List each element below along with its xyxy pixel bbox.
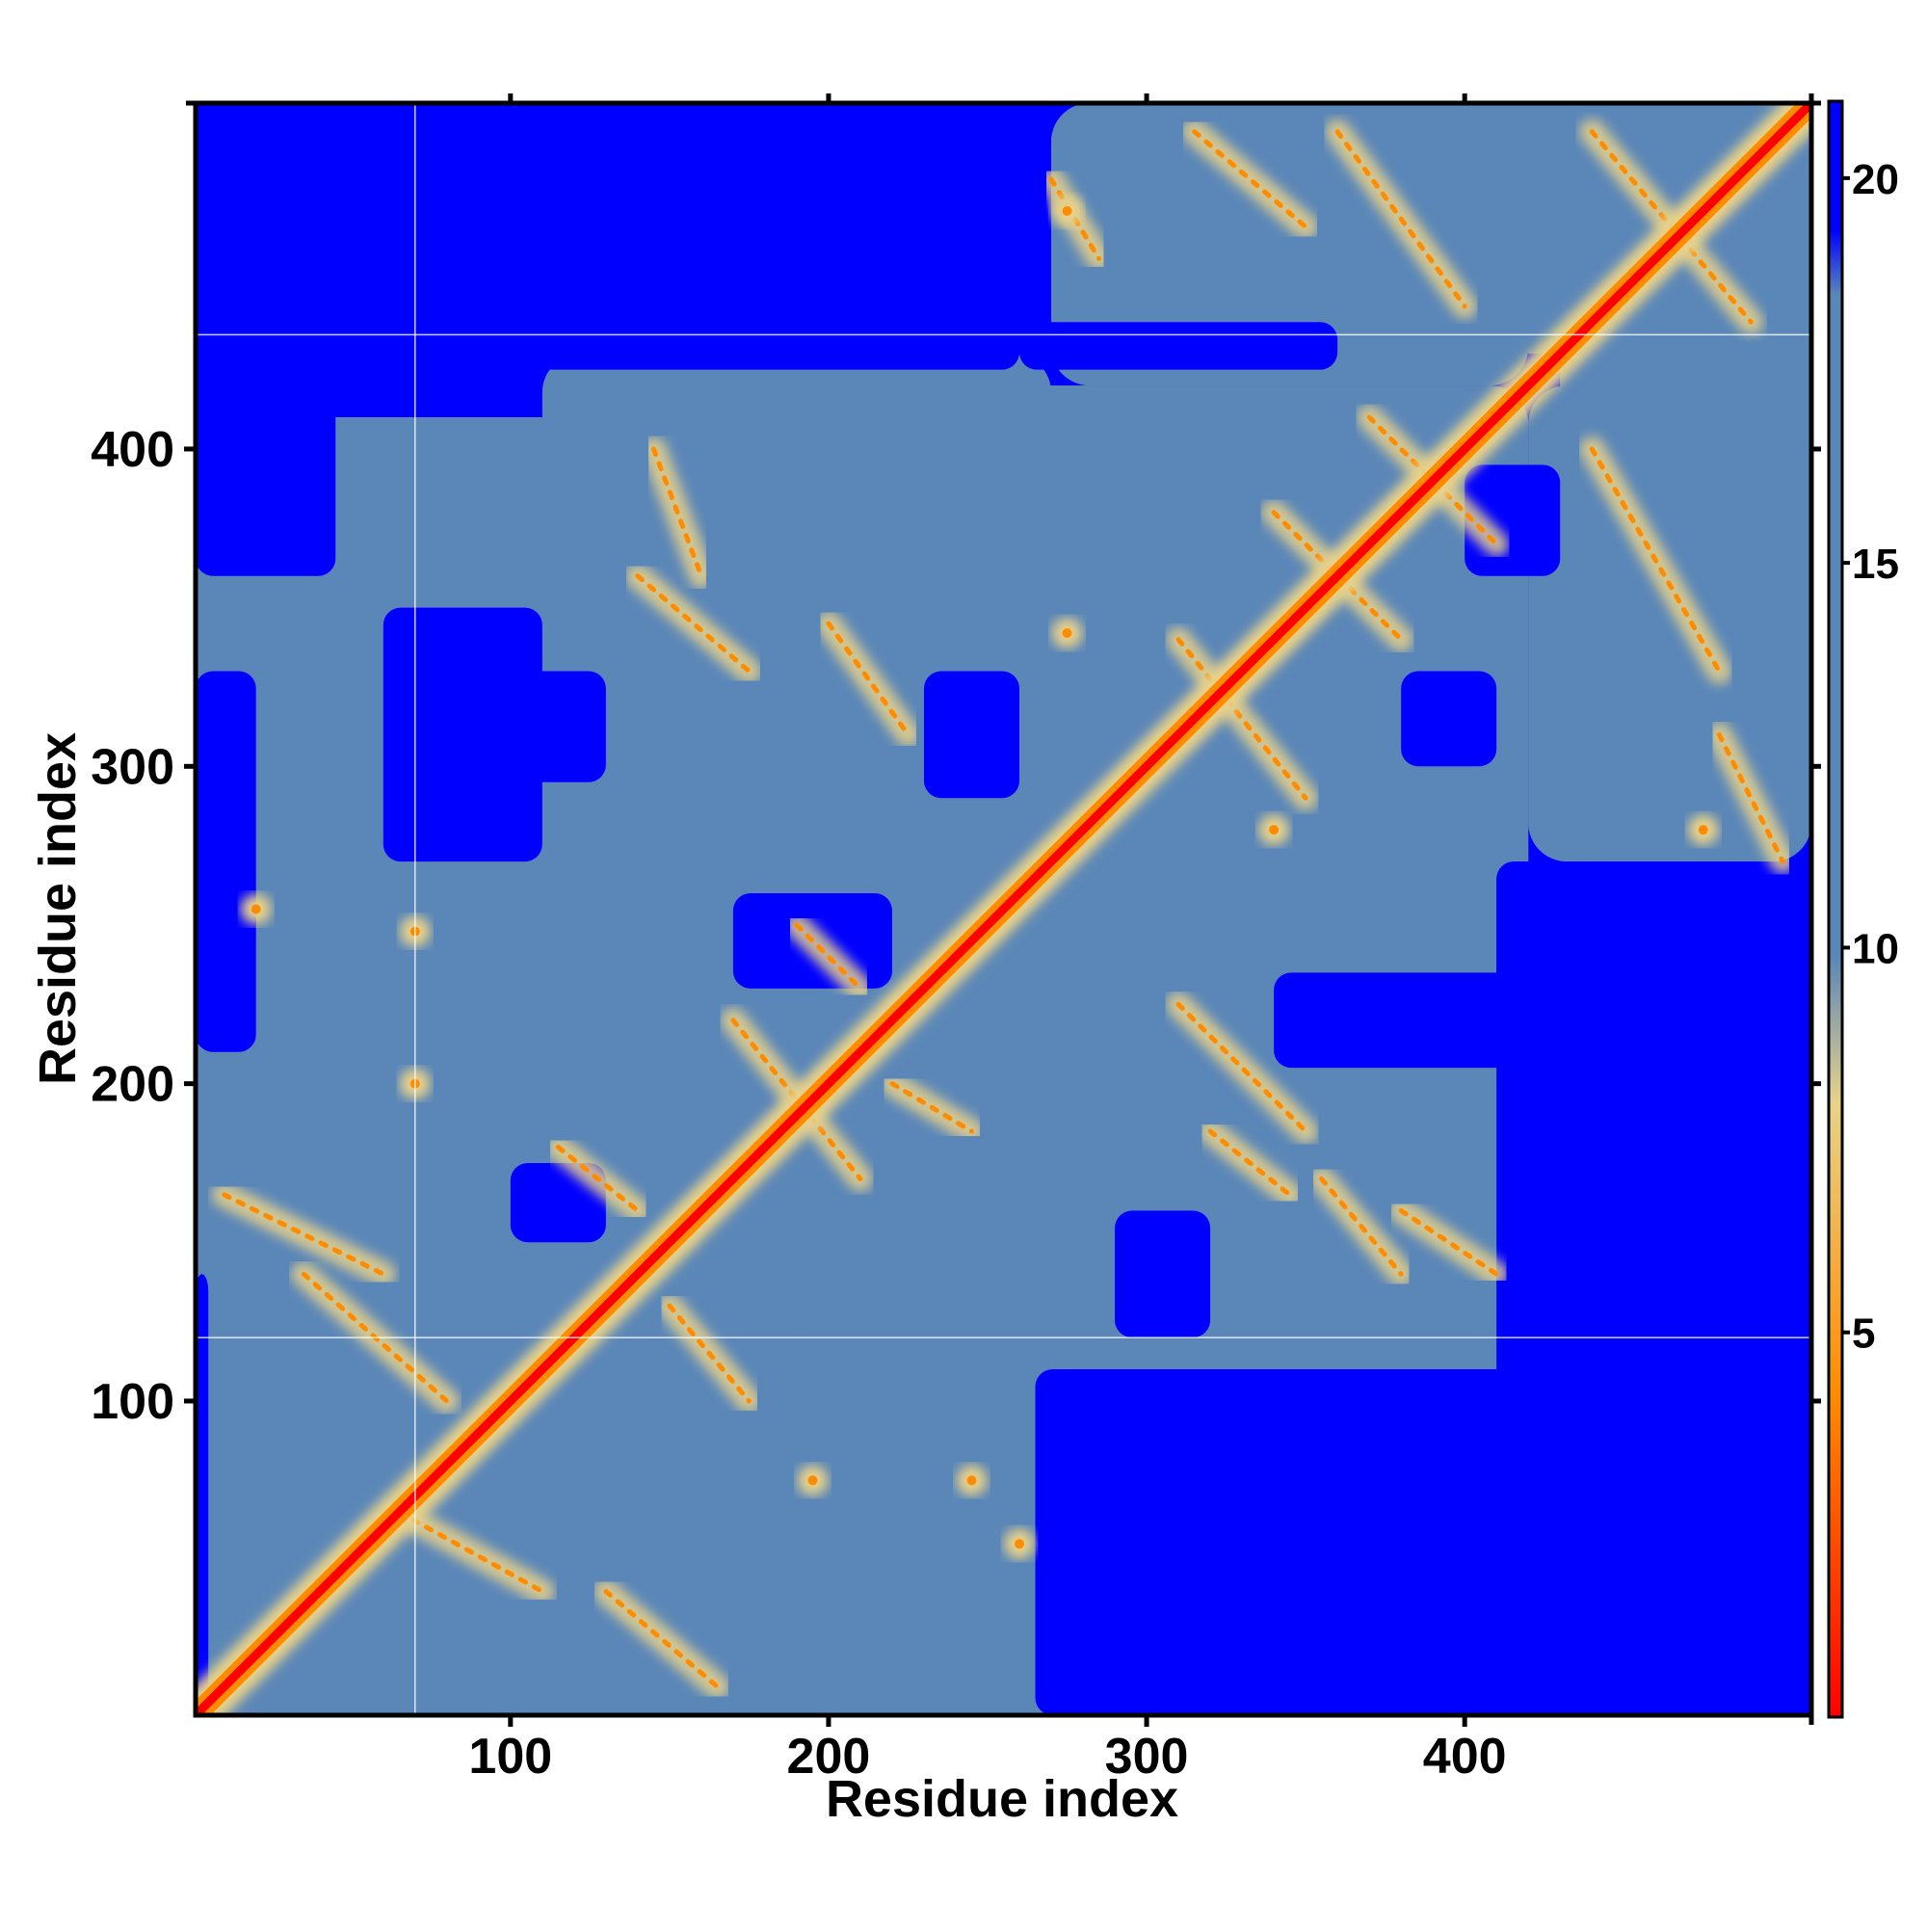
x-tick-label: 400 <box>1423 1729 1507 1785</box>
strand-pair-core <box>1271 510 1404 643</box>
strand-pair-core <box>889 1081 974 1134</box>
diagonal-core <box>196 103 1811 1715</box>
colorbar-tick-label: 5 <box>1852 1310 1875 1358</box>
far-patch <box>1496 861 1593 1005</box>
strand-pair-core <box>1589 446 1722 675</box>
hot-spot-core <box>1698 825 1708 835</box>
colorbar-bar <box>1827 99 1844 1719</box>
strand-pair-core <box>603 1589 720 1689</box>
far-patch <box>510 1162 606 1243</box>
y-tick-label: 200 <box>91 1057 174 1113</box>
gridlines <box>196 103 1811 1715</box>
far-patch <box>196 1274 209 1715</box>
strand-pair-core <box>1175 637 1308 801</box>
contact-domain <box>541 354 1052 513</box>
far-patch <box>1115 1210 1211 1338</box>
far-patch <box>431 103 1020 370</box>
colorbar-tick-label: 20 <box>1852 156 1899 203</box>
hot-spot-core <box>807 1475 818 1486</box>
y-tick-label: 100 <box>91 1374 174 1430</box>
far-patch <box>196 671 256 1052</box>
diagonal <box>196 103 1811 1715</box>
strand-pair-core <box>1207 1128 1293 1198</box>
hot-spot-core <box>966 1475 977 1486</box>
hot-spot-core <box>1269 825 1280 835</box>
strand-pair-core <box>1319 1176 1404 1277</box>
x-tick-label: 300 <box>1105 1729 1189 1785</box>
y-axis: 100 200 300 400 <box>91 422 196 1430</box>
colorbar-tick-label: 15 <box>1852 541 1899 588</box>
far-patch <box>1401 671 1497 767</box>
far-patch <box>1496 861 1811 1715</box>
hot-spot-core <box>1015 1539 1025 1549</box>
right-axis-ticks <box>1811 100 1821 1404</box>
hot-spots <box>240 195 1719 1560</box>
plot-frame <box>193 100 1814 1718</box>
y-tick-label: 300 <box>91 739 174 795</box>
strand-pair-band <box>1706 722 1796 875</box>
y-axis-label: Residue index <box>29 732 87 1085</box>
far-patches <box>196 103 1811 1715</box>
far-patch <box>494 671 606 782</box>
colorbar-ticks: 5 10 15 20 <box>1842 156 1899 1358</box>
strand-pair-core <box>667 1303 752 1404</box>
far-patch <box>1274 972 1529 1069</box>
far-patch <box>1019 322 1338 370</box>
strand-pair-core <box>1366 414 1499 547</box>
strand-pair-core <box>650 446 704 579</box>
strand-pair-core <box>1334 129 1467 309</box>
strand-pair-core <box>396 1509 545 1595</box>
y-tick-label: 400 <box>91 422 174 478</box>
far-patch <box>196 103 432 386</box>
hot-spot-core <box>251 904 261 914</box>
x-axis-label: Residue index <box>826 1770 1178 1828</box>
strand-pair-core <box>1192 129 1308 229</box>
strand-pair-core <box>1175 1001 1308 1134</box>
top-axis-ticks <box>186 93 1814 1725</box>
strand-pair-core <box>222 1192 386 1277</box>
heatmap-plot-area <box>196 103 1811 1715</box>
strand-pair-core <box>635 573 752 675</box>
x-axis: 100 200 300 400 <box>468 1715 1507 1785</box>
far-patch <box>383 607 542 862</box>
x-tick-label: 200 <box>787 1729 871 1785</box>
hot-spot-core <box>1062 627 1072 638</box>
strand-pair-core <box>1398 1207 1499 1277</box>
strand-pair-core <box>555 1144 641 1213</box>
strand-pair-core <box>730 1018 863 1181</box>
colorbar-tick-label: 10 <box>1852 925 1899 972</box>
far-patch <box>196 385 336 576</box>
far-patch <box>923 671 1020 799</box>
x-tick-label: 100 <box>468 1729 552 1785</box>
strand-pair-core <box>826 621 911 737</box>
colorbar: 5 10 15 20 <box>1827 99 1899 1719</box>
strand-pair-core <box>794 922 863 992</box>
hot-spot-core <box>1062 205 1072 216</box>
